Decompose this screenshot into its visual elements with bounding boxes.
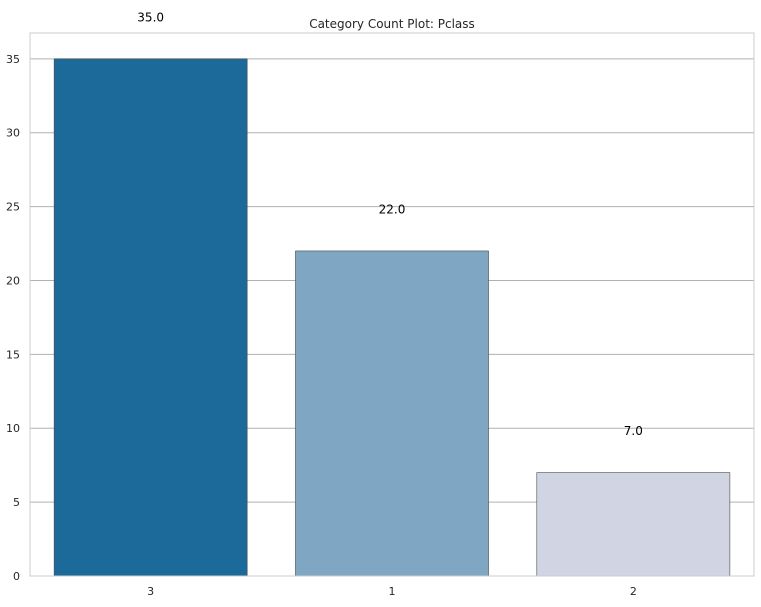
x-tick-label: 2 (630, 585, 637, 598)
x-tick-label: 3 (147, 585, 154, 598)
y-tick-label: 15 (6, 348, 20, 361)
y-tick-label: 10 (6, 422, 20, 435)
x-axis-ticks: 3 1 2 (147, 585, 637, 598)
bar-value-label: 7.0 (624, 424, 643, 438)
x-tick-label: 1 (389, 585, 396, 598)
y-tick-label: 5 (13, 496, 20, 509)
data-labels: 35.0 22.0 7.0 (137, 10, 643, 438)
y-tick-label: 25 (6, 201, 20, 214)
y-axis-ticks: 0 5 10 15 20 25 30 35 (6, 53, 20, 583)
bar (295, 250, 489, 577)
bar (53, 58, 248, 577)
y-tick-label: 30 (6, 127, 20, 140)
y-tick-label: 0 (13, 570, 20, 583)
bar-value-label: 22.0 (379, 203, 406, 217)
bar-value-label: 35.0 (137, 10, 164, 24)
chart-title: Category Count Plot: Pclass (309, 17, 475, 31)
y-tick-label: 35 (6, 53, 20, 66)
y-tick-label: 20 (6, 274, 20, 287)
bar (536, 472, 731, 577)
plot-frame (29, 32, 755, 577)
